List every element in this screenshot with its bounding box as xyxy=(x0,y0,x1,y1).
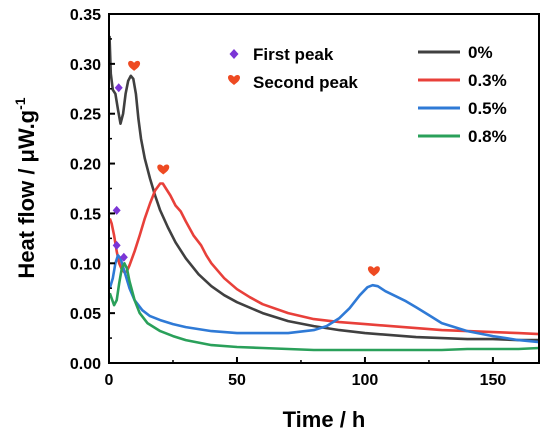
plot-frame xyxy=(108,13,540,364)
legend-label-2: 0.5% xyxy=(468,99,507,118)
y-axis-ticks: 0.00 0.05 0.10 0.15 0.20 0.25 0.30 0.35 xyxy=(70,7,115,373)
y-tick-label-7: 0.35 xyxy=(70,7,101,24)
y-tick-label-5: 0.25 xyxy=(70,107,101,124)
legend-first-peak-diamond-icon xyxy=(229,49,239,59)
y-tick-label-1: 0.05 xyxy=(70,306,101,323)
x-tick-label-0: 0 xyxy=(105,372,114,389)
first-peak-marker-2 xyxy=(112,240,121,250)
series-line-2 xyxy=(108,254,540,344)
x-axis-ticks: 0 50 100 150 xyxy=(105,357,507,389)
marker-legend: First peak Second peak xyxy=(228,45,358,92)
second-peak-marker-1 xyxy=(157,164,170,175)
y-tick-label-3: 0.15 xyxy=(70,206,101,223)
second-peak-marker-2 xyxy=(367,266,380,277)
series-line-3 xyxy=(108,262,540,352)
y-axis-title-superscript: -1 xyxy=(12,97,28,110)
x-tick-label-2: 100 xyxy=(352,372,379,389)
peak-markers xyxy=(112,60,380,277)
series-legend: 0% 0.3% 0.5% 0.8% xyxy=(418,43,507,146)
legend-first-peak-label: First peak xyxy=(253,45,334,64)
series-line-0 xyxy=(108,35,539,342)
series-lines xyxy=(108,35,540,352)
legend-label-0: 0% xyxy=(468,43,493,62)
legend-second-peak-heart-icon xyxy=(228,74,240,85)
second-peak-marker-0 xyxy=(128,60,141,71)
legend-label-1: 0.3% xyxy=(468,71,507,90)
y-axis-title: Heat flow / μW.g-1 xyxy=(12,97,39,278)
x-axis-title: Time / h xyxy=(283,407,366,432)
first-peak-marker-3 xyxy=(119,252,128,262)
series-line-1 xyxy=(108,182,540,336)
y-tick-label-2: 0.10 xyxy=(70,256,101,273)
x-tick-label-1: 50 xyxy=(228,372,246,389)
first-peak-marker-0 xyxy=(114,83,123,93)
legend-second-peak-label: Second peak xyxy=(253,73,358,92)
y-tick-label-0: 0.00 xyxy=(70,356,101,373)
y-tick-label-4: 0.20 xyxy=(70,157,101,174)
x-tick-label-3: 150 xyxy=(480,372,507,389)
y-tick-label-6: 0.30 xyxy=(70,57,101,74)
legend-label-3: 0.8% xyxy=(468,127,507,146)
